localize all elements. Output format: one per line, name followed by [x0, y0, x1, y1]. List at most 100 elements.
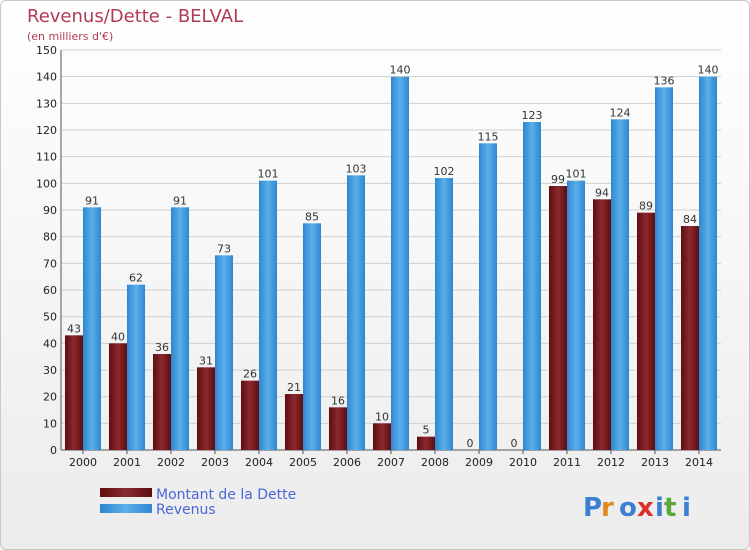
- bar-dette: [593, 199, 611, 450]
- value-label: 26: [243, 368, 257, 381]
- value-label: 10: [375, 410, 389, 423]
- bar-revenus: [127, 284, 145, 450]
- y-tick-label: 20: [43, 391, 57, 404]
- bar-dette: [329, 407, 347, 450]
- legend-label-debt: Montant de la Dette: [156, 487, 296, 503]
- value-label: 115: [478, 130, 499, 143]
- value-label: 5: [423, 424, 430, 437]
- value-label: 140: [698, 64, 719, 77]
- legend-swatch-debt: [100, 488, 152, 497]
- bar-dette: [153, 354, 171, 450]
- legend: Montant de la Dette Revenus: [100, 487, 296, 518]
- value-label: 94: [595, 186, 609, 199]
- bar-dette: [549, 186, 567, 450]
- value-label: 0: [467, 437, 474, 450]
- y-tick-label: 70: [43, 257, 57, 270]
- x-tick-label: 2011: [553, 456, 581, 469]
- y-tick-label: 120: [36, 124, 57, 137]
- value-label: 102: [434, 165, 455, 178]
- y-tick-label: 80: [43, 231, 57, 244]
- bar-dette: [681, 226, 699, 450]
- value-label: 103: [346, 162, 367, 175]
- legend-swatch-revenus: [100, 504, 152, 513]
- x-tick-label: 2001: [113, 456, 141, 469]
- bar-revenus: [699, 76, 717, 451]
- bar-revenus: [215, 255, 233, 450]
- x-tick-label: 2005: [289, 456, 317, 469]
- value-label: 101: [258, 168, 279, 181]
- chart-title: Revenus/Dette - BELVAL: [27, 6, 243, 27]
- bar-revenus: [435, 178, 453, 450]
- bar-revenus: [523, 122, 541, 450]
- y-tick-label: 130: [36, 97, 57, 110]
- proxiti-logo: Pr o x i t i: [583, 493, 691, 523]
- value-label: 36: [155, 341, 169, 354]
- value-label: 0: [511, 437, 518, 450]
- y-tick-label: 50: [43, 311, 57, 324]
- x-tick-label: 2009: [465, 456, 493, 469]
- chart-subtitle: (en milliers d'€): [27, 30, 113, 43]
- value-label: 89: [639, 200, 653, 213]
- x-tick-label: 2010: [509, 456, 537, 469]
- value-label: 123: [522, 109, 543, 122]
- bar-dette: [373, 423, 391, 450]
- x-tick-label: 2006: [333, 456, 361, 469]
- value-label: 73: [217, 242, 231, 255]
- x-tick-label: 2014: [685, 456, 713, 469]
- value-label: 84: [683, 213, 697, 226]
- x-tick-label: 2003: [201, 456, 229, 469]
- bar-dette: [637, 212, 655, 450]
- bar-revenus: [479, 143, 497, 451]
- bars: 43 91 40 62 36 91 31 73 26 101 21 85 16 103 10 140 5 102 0…: [65, 64, 719, 451]
- y-tick-label: 0: [50, 444, 57, 457]
- y-tick-label: 140: [36, 71, 57, 84]
- value-label: 16: [331, 394, 345, 407]
- x-tick-label: 2013: [641, 456, 669, 469]
- y-tick-label: 40: [43, 337, 57, 350]
- y-tick-label: 90: [43, 204, 57, 217]
- x-tick-label: 2002: [157, 456, 185, 469]
- logo-letter: P: [583, 493, 602, 523]
- x-tick-label: 2007: [377, 456, 405, 469]
- value-label: 31: [199, 354, 213, 367]
- value-label: 91: [173, 194, 187, 207]
- y-tick-label: 10: [43, 417, 57, 430]
- x-tick-label: 2008: [421, 456, 449, 469]
- x-tick-label: 2004: [245, 456, 273, 469]
- bar-revenus: [347, 175, 365, 451]
- x-tick-label: 2000: [69, 456, 97, 469]
- legend-label-revenus: Revenus: [156, 502, 216, 518]
- logo-letter: x: [637, 493, 654, 523]
- bar-revenus: [303, 223, 321, 450]
- value-label: 99: [551, 173, 565, 186]
- logo-letter: i: [682, 493, 691, 523]
- value-label: 101: [566, 168, 587, 181]
- bar-dette: [109, 343, 127, 450]
- value-label: 85: [305, 210, 319, 223]
- x-tick-label: 2012: [597, 456, 625, 469]
- y-tick-label: 60: [43, 284, 57, 297]
- bar-revenus: [611, 119, 629, 450]
- y-tick-label: 30: [43, 364, 57, 377]
- logo-letter: i: [655, 493, 664, 523]
- bar-dette: [65, 335, 83, 450]
- logo-letter: o: [619, 493, 637, 523]
- bar-revenus: [655, 87, 673, 450]
- x-axis: 2000 2001 2002 2003 2004 2005 2006 2007 2008 2009…: [69, 450, 713, 469]
- value-label: 140: [390, 64, 411, 77]
- bar-dette: [285, 394, 303, 450]
- value-label: 21: [287, 381, 301, 394]
- bar-revenus: [567, 180, 585, 450]
- value-label: 40: [111, 330, 125, 343]
- value-label: 43: [67, 322, 81, 335]
- bar-dette: [241, 380, 259, 450]
- value-label: 136: [654, 74, 675, 87]
- value-label: 62: [129, 272, 143, 285]
- bar-revenus: [83, 207, 101, 450]
- logo-letter: r: [601, 493, 614, 523]
- bar-revenus: [171, 207, 189, 450]
- bar-revenus: [391, 76, 409, 451]
- bar-dette: [417, 436, 435, 450]
- value-label: 124: [610, 106, 631, 119]
